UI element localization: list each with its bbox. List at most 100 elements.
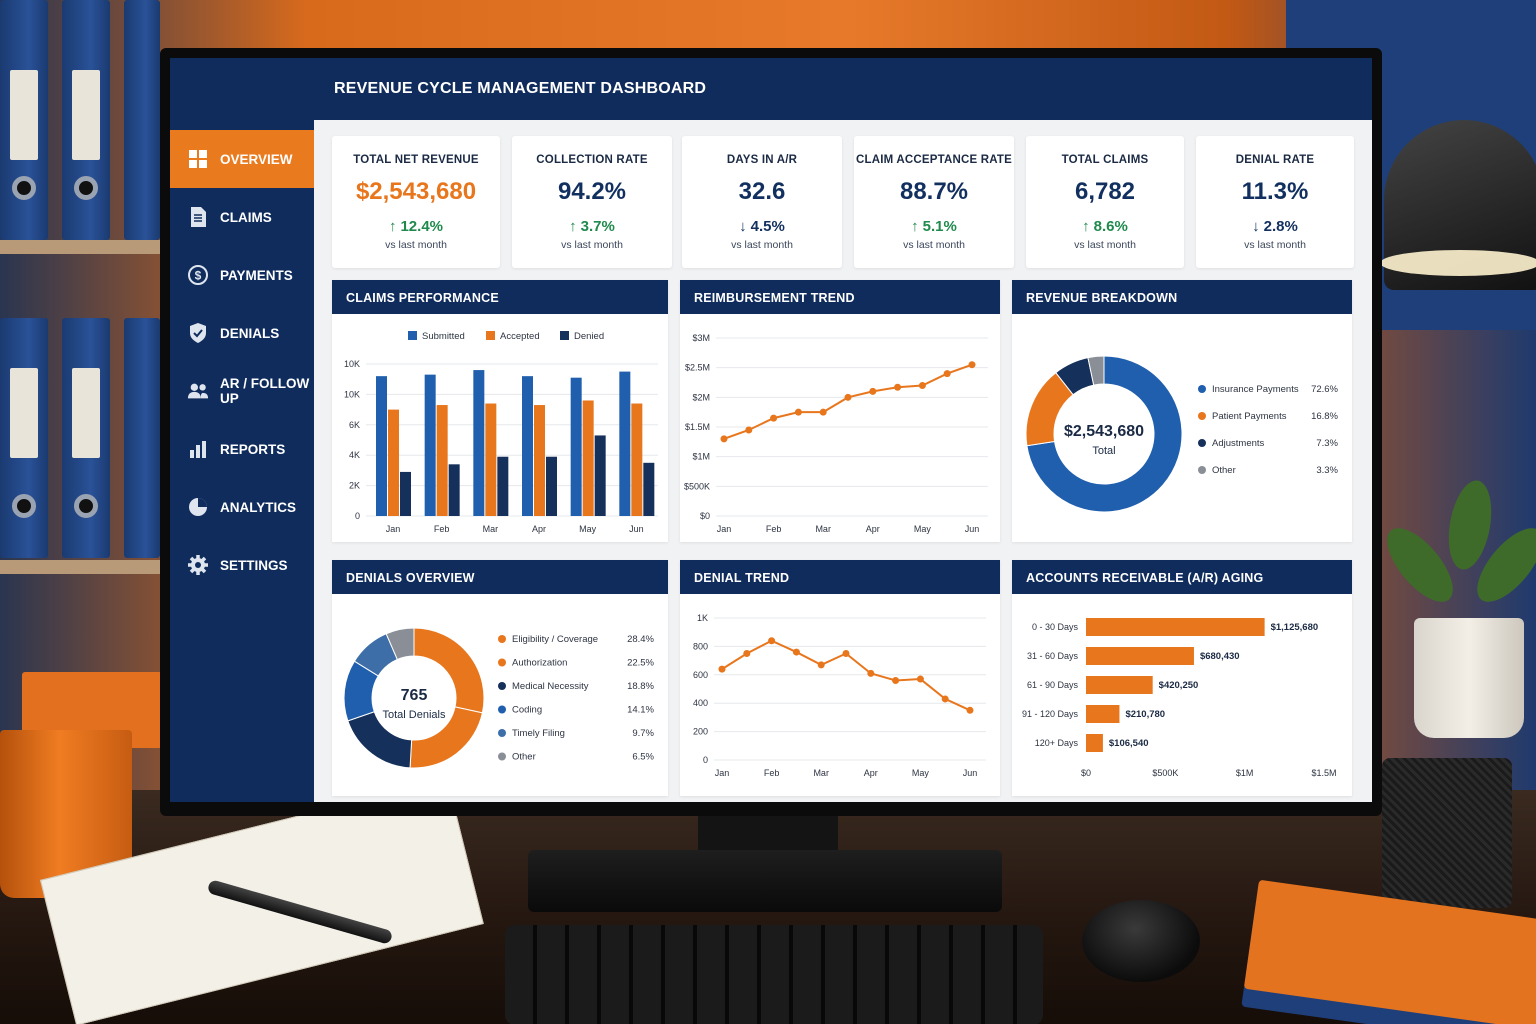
panel-title: DENIALS OVERVIEW xyxy=(332,560,668,594)
sidebar-item-settings[interactable]: SETTINGS xyxy=(170,536,314,594)
kpi-value: 88.7% xyxy=(899,178,969,205)
y-tick-label: $1.5M xyxy=(685,422,710,432)
sidebar-item-payments[interactable]: $ PAYMENTS xyxy=(170,246,314,304)
revenue-breakdown-chart: $2,543,680 Total Insurance Payments 72.6% Pa… xyxy=(1025,355,1339,513)
binder xyxy=(124,318,160,558)
bar xyxy=(485,403,497,516)
svg-text:$: $ xyxy=(195,269,202,283)
y-tick-label: 10K xyxy=(344,359,360,369)
kpi-change-value: 12.4% xyxy=(400,218,444,235)
legend-value: 22.5% xyxy=(627,658,654,669)
data-point xyxy=(745,426,753,434)
legend-label: Authorization xyxy=(512,658,567,669)
kpi-change-value: 3.7% xyxy=(580,218,615,235)
x-tick-label: Apr xyxy=(864,768,878,778)
kpi-label: TOTAL CLAIMS xyxy=(1061,154,1149,166)
kpi-value: 11.3% xyxy=(1241,178,1309,205)
y-tick-label: $3M xyxy=(692,333,710,343)
computer-mouse xyxy=(1082,900,1200,982)
kpi-value: 94.2% xyxy=(557,178,627,205)
kpi-card: COLLECTION RATE 94.2% ↑ 3.7% vs last month xyxy=(512,136,672,268)
arrow-up-icon: ↑ xyxy=(569,218,577,235)
kpi-card: TOTAL CLAIMS 6,782 ↑ 8.6% vs last month xyxy=(1026,136,1184,268)
y-tick-label: $2.5M xyxy=(685,363,710,373)
binder xyxy=(124,0,160,240)
legend-label: Accepted xyxy=(500,331,540,342)
data-point xyxy=(943,370,951,378)
donut-center-label: Total Denials xyxy=(383,709,446,721)
panel-title: DENIAL TREND xyxy=(680,560,1000,594)
sidebar-item-label: REPORTS xyxy=(220,441,286,457)
x-tick-label: $1.5M xyxy=(1311,768,1336,778)
bar xyxy=(1086,705,1120,723)
bar xyxy=(448,464,460,516)
sidebar-item-label: DENIALS xyxy=(220,325,280,341)
denial-trend-chart: 0 200 400 600 800 1K Jan Feb Mar Apr May Jun xyxy=(693,613,986,778)
arrow-down-icon: ↓ xyxy=(739,218,747,235)
gear-icon xyxy=(187,554,209,576)
sidebar-item-denials[interactable]: DENIALS xyxy=(170,304,314,362)
main-content: TOTAL NET REVENUE $2,543,680 ↑ 12.4% vs last… xyxy=(314,120,1372,802)
claims-performance-chart: Submitted Accepted Denied 0 2K 4K 6K 10K 10K Jan F… xyxy=(344,331,658,534)
x-tick-label: May xyxy=(914,524,932,534)
kpi-change-value: 2.8% xyxy=(1263,218,1298,235)
sidebar-item-label: CLAIMS xyxy=(220,209,272,225)
dashboard-screen: REVENUE CYCLE MANAGEMENT DASHBOARD OVERV… xyxy=(170,58,1372,802)
plant-pot xyxy=(1414,618,1524,738)
kpi-comparison: vs last month xyxy=(1074,239,1136,251)
sidebar-item-claims[interactable]: CLAIMS xyxy=(170,188,314,246)
sidebar-item-reports[interactable]: REPORTS xyxy=(170,420,314,478)
legend-value: 6.5% xyxy=(632,752,654,763)
x-tick-label: Mar xyxy=(483,524,499,534)
bar xyxy=(1086,647,1194,665)
legend-value: 16.8% xyxy=(1311,411,1338,422)
category-label: 91 - 120 Days xyxy=(1022,709,1079,719)
binder xyxy=(0,0,48,240)
reimbursement-trend-chart: $0 $500K $1M $1.5M $2M $2.5M $3M Jan Feb Mar Apr Ma… xyxy=(684,333,988,534)
legend-swatch xyxy=(1198,439,1206,447)
x-tick-label: Jun xyxy=(963,768,978,778)
sidebar-item-overview[interactable]: OVERVIEW xyxy=(170,130,314,188)
kpi-comparison: vs last month xyxy=(903,239,965,251)
kpi-label: TOTAL NET REVENUE xyxy=(353,154,479,166)
legend-swatch xyxy=(498,752,506,761)
donut-center-value: $2,543,680 xyxy=(1064,423,1144,440)
sidebar-item-ar-follow-up[interactable]: AR / FOLLOW UP xyxy=(170,362,314,420)
denials-overview-panel: DENIALS OVERVIEW 765 Total Denials Eligibi… xyxy=(332,560,668,796)
kpi-label: DENIAL RATE xyxy=(1235,154,1315,166)
y-tick-label: $500K xyxy=(684,481,710,491)
bar xyxy=(522,376,533,516)
legend-label: Timely Filing xyxy=(512,728,565,739)
bar xyxy=(1086,618,1265,636)
x-tick-label: Jun xyxy=(965,524,980,534)
legend-swatch xyxy=(498,682,506,690)
kpi-change: ↑ 8.6% xyxy=(1026,218,1184,235)
donut-slice xyxy=(1087,355,1105,386)
x-tick-label: Jan xyxy=(715,768,730,778)
data-point xyxy=(916,675,924,683)
data-point xyxy=(842,650,850,657)
data-point xyxy=(918,381,926,389)
data-point xyxy=(867,669,875,677)
bar-value-label: $210,780 xyxy=(1125,709,1165,720)
data-point xyxy=(844,393,852,401)
data-point xyxy=(743,650,751,657)
sidebar-item-analytics[interactable]: ANALYTICS xyxy=(170,478,314,536)
top-bar: REVENUE CYCLE MANAGEMENT DASHBOARD xyxy=(170,58,1372,120)
bar xyxy=(388,409,399,516)
data-point xyxy=(869,387,877,395)
x-tick-label: $500K xyxy=(1152,768,1178,778)
legend-swatch xyxy=(408,331,417,340)
category-label: 61 - 90 Days xyxy=(1027,680,1079,690)
data-point xyxy=(718,665,726,673)
bar xyxy=(631,403,643,516)
x-tick-label: $1M xyxy=(1236,768,1254,778)
data-point xyxy=(968,361,976,369)
data-point xyxy=(819,408,827,416)
legend-value: 18.8% xyxy=(627,681,654,692)
binder xyxy=(0,318,48,558)
data-point xyxy=(720,435,728,443)
kpi-comparison: vs last month xyxy=(1244,239,1306,251)
y-tick-label: 800 xyxy=(693,641,708,651)
x-tick-label: $0 xyxy=(1081,768,1091,778)
